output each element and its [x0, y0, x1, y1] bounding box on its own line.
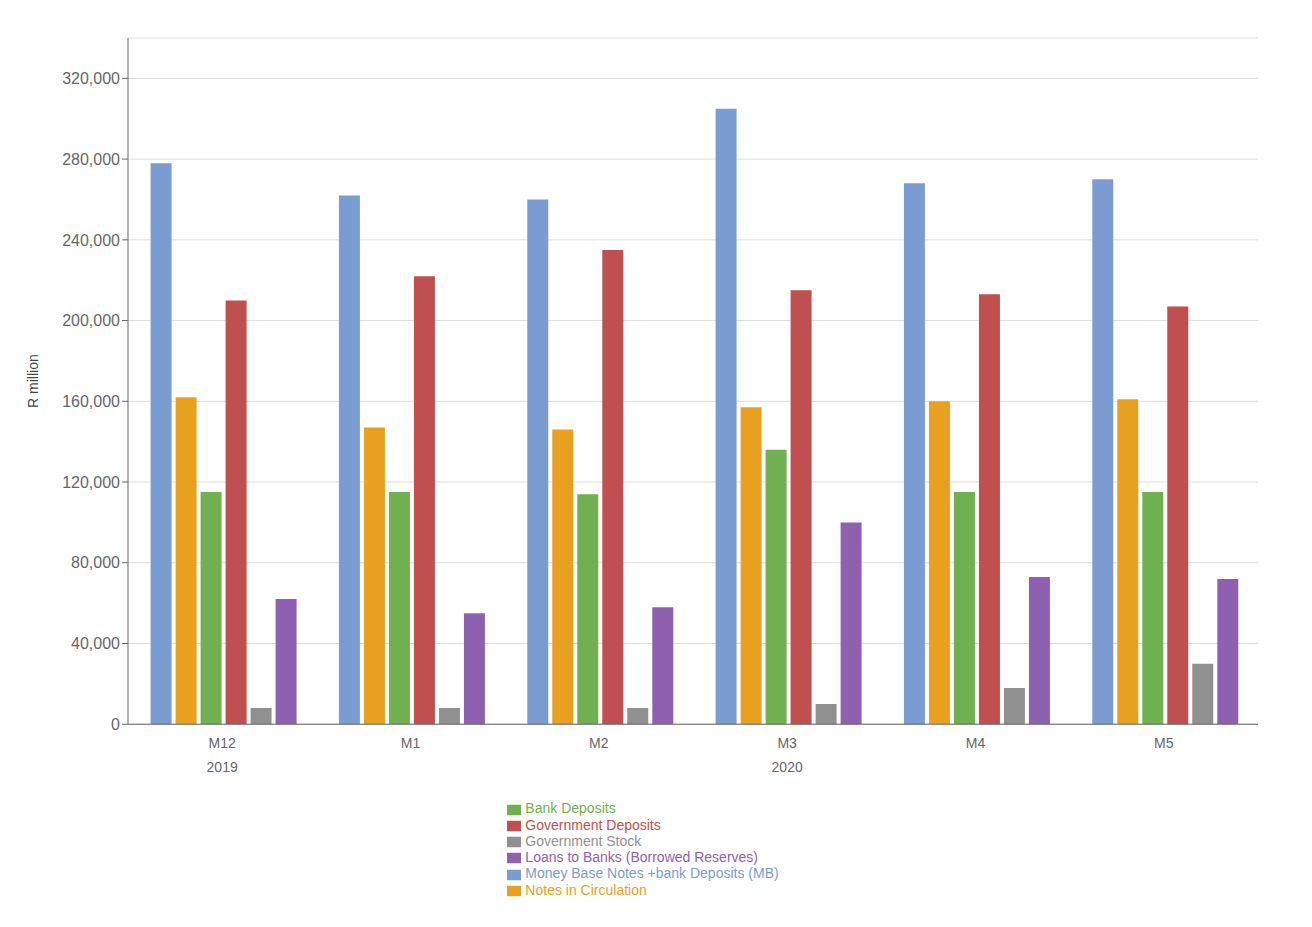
svg-text:2019: 2019: [207, 759, 238, 775]
svg-text:40,000: 40,000: [71, 635, 120, 652]
html-text:Government Stock: Government Stock: [525, 832, 642, 849]
html-text:Loans to Banks (Borrowed Reser: Loans to Banks (Borrowed Reserves): [525, 849, 758, 866]
svg-text:320,000: 320,000: [62, 70, 120, 87]
svg-text:M2: M2: [589, 735, 609, 751]
svg-text:120,000: 120,000: [62, 474, 120, 491]
svg-text:M4: M4: [966, 735, 986, 751]
svg-text:M1: M1: [401, 735, 421, 751]
svg-text:M12: M12: [209, 735, 236, 751]
svg-text:R million: R million: [25, 354, 41, 408]
svg-text:240,000: 240,000: [62, 232, 120, 249]
svg-text:200,000: 200,000: [62, 312, 120, 329]
svg-text:0: 0: [111, 716, 120, 733]
svg-text:80,000: 80,000: [71, 554, 120, 571]
html-text:Government Deposits: Government Deposits: [525, 816, 661, 833]
svg-text:160,000: 160,000: [62, 393, 120, 410]
svg-text:280,000: 280,000: [62, 151, 120, 168]
svg-text:M3: M3: [777, 735, 797, 751]
svg-text:2020: 2020: [772, 759, 803, 775]
html-text:Notes in Circulation: Notes in Circulation: [525, 881, 647, 898]
svg-text:M5: M5: [1154, 735, 1174, 751]
html-text:Money Base Notes +bank Deposit: Money Base Notes +bank Deposits (MB): [525, 865, 779, 882]
html-text:Bank Deposits: Bank Deposits: [525, 800, 616, 817]
